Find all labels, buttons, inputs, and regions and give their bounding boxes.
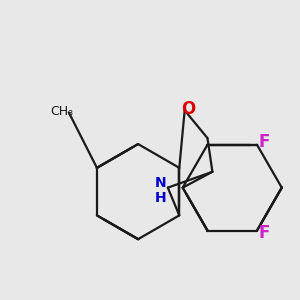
Text: F: F	[259, 134, 270, 152]
Text: O: O	[181, 100, 195, 118]
Text: N
H: N H	[154, 176, 166, 205]
Text: F: F	[259, 224, 270, 242]
Text: CH₃: CH₃	[50, 105, 73, 118]
